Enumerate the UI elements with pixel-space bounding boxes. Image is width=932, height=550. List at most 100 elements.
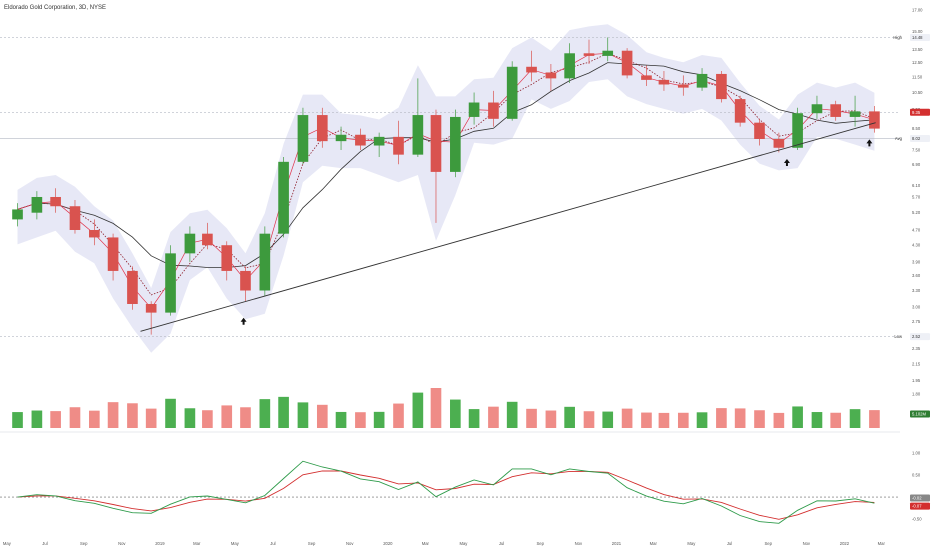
candle: [107, 233, 119, 281]
price-tick-label: 1.95: [912, 378, 921, 383]
candle: [69, 200, 81, 234]
volume-bar: [830, 412, 842, 428]
trendline[interactable]: [140, 122, 876, 332]
candle: [830, 100, 842, 121]
volume-bar: [658, 412, 670, 428]
price-tick-label: 13.50: [912, 47, 923, 52]
volume-bar: [107, 402, 119, 428]
candle: [506, 61, 518, 121]
time-tick-label: Mar: [650, 541, 658, 546]
macd-tick-label: 0.50: [912, 473, 921, 478]
candle: [658, 71, 670, 91]
candle: [50, 188, 61, 213]
time-tick-label: Nov: [346, 541, 354, 546]
candle: [184, 226, 196, 262]
volume-bar: [641, 412, 652, 428]
axis-tag: 5.102M: [910, 410, 930, 418]
svg-text:14.48: 14.48: [912, 35, 923, 40]
volume-bar: [450, 399, 461, 428]
price-pane[interactable]: [0, 0, 900, 430]
candle: [12, 203, 23, 227]
time-tick-label: Sep: [764, 541, 772, 546]
time-tick-label: 2022: [840, 541, 850, 546]
arrows: [240, 139, 873, 325]
time-tick-label: Sep: [308, 541, 316, 546]
price-tick-label: 15.00: [912, 29, 923, 34]
axis-tags: High 14.48 9.35 Avg 8.02 Low 2.52 5.102M -0.02 -0…: [893, 33, 930, 510]
signal-line: [17, 470, 875, 520]
volume-bar: [184, 408, 196, 428]
time-tick-label: Sep: [80, 541, 88, 546]
volume-bar: [202, 410, 213, 428]
price-tick-label: 5.70: [912, 194, 921, 199]
candle: [468, 92, 480, 125]
candle: [716, 71, 727, 103]
time-tick-label: Nov: [118, 541, 126, 546]
svg-text:5.102M: 5.102M: [912, 412, 926, 417]
candle: [89, 219, 100, 246]
candle: [316, 107, 328, 148]
time-tick-label: May: [459, 541, 468, 546]
volume-pane: [12, 388, 880, 428]
price-tick-label: 4.30: [912, 243, 921, 248]
volume-bar: [145, 408, 157, 428]
macd-tick-label: 1.00: [912, 451, 921, 456]
candle: [583, 39, 595, 64]
axis-tag: High 14.48: [893, 33, 930, 41]
time-tick-label: Nov: [575, 541, 583, 546]
candle: [393, 120, 404, 165]
axis-tag: -0.02: [910, 494, 930, 502]
price-tick-label: 2.75: [912, 319, 921, 324]
price-tick-label: 3.60: [912, 273, 921, 278]
price-tick-label: 2.35: [912, 346, 921, 351]
ma-fast-line: [17, 52, 875, 309]
time-tick-label: May: [3, 541, 12, 546]
candle: [430, 109, 442, 223]
candle: [621, 48, 633, 79]
svg-text:Low: Low: [894, 334, 903, 339]
time-tick-label: Jul: [270, 541, 275, 546]
price-tick-label: 6.90: [912, 162, 921, 167]
volume-bar: [297, 402, 309, 428]
volume-bar: [792, 406, 803, 428]
time-tick-label: Mar: [422, 541, 430, 546]
time-tick-label: Mar: [878, 541, 886, 546]
candle: [202, 222, 213, 250]
price-tick-label: 8.50: [912, 126, 921, 131]
volume-bar: [754, 410, 765, 428]
volume-bar: [716, 408, 727, 428]
svg-text:9.35: 9.35: [912, 110, 921, 115]
candle: [259, 226, 271, 296]
candle: [792, 107, 803, 151]
svg-text:-0.02: -0.02: [912, 495, 922, 500]
candle: [849, 95, 861, 127]
svg-text:8.02: 8.02: [912, 136, 921, 141]
volume-bar: [89, 410, 100, 428]
volume-bar: [430, 388, 442, 428]
volume-bar: [468, 409, 480, 428]
macd-line: [17, 460, 875, 524]
svg-text:-0.07: -0.07: [912, 504, 922, 509]
time-tick-label: May: [231, 541, 240, 546]
axis-tag: -0.07: [910, 502, 930, 510]
volume-bar: [259, 399, 271, 428]
time-tick-label: 2021: [612, 541, 622, 546]
volume-bar: [506, 401, 518, 428]
price-tick-label: 11.50: [912, 74, 923, 79]
volume-bar: [526, 408, 537, 428]
time-tick-label: Nov: [803, 541, 811, 546]
arrow-up-icon: [240, 317, 247, 325]
time-tick-label: Jul: [499, 541, 504, 546]
time-tick-label: Jul: [42, 541, 47, 546]
horizontal-levels: [0, 37, 900, 337]
volume-bar: [373, 411, 385, 428]
time-tick-label: 2020: [383, 541, 393, 546]
volume-bar: [849, 409, 861, 428]
volume-bar: [564, 406, 575, 428]
price-tick-label: 4.70: [912, 227, 921, 232]
candle: [450, 109, 461, 178]
price-tick-label: 1.80: [912, 392, 921, 397]
volume-bar: [221, 405, 233, 428]
candle: [278, 157, 289, 238]
